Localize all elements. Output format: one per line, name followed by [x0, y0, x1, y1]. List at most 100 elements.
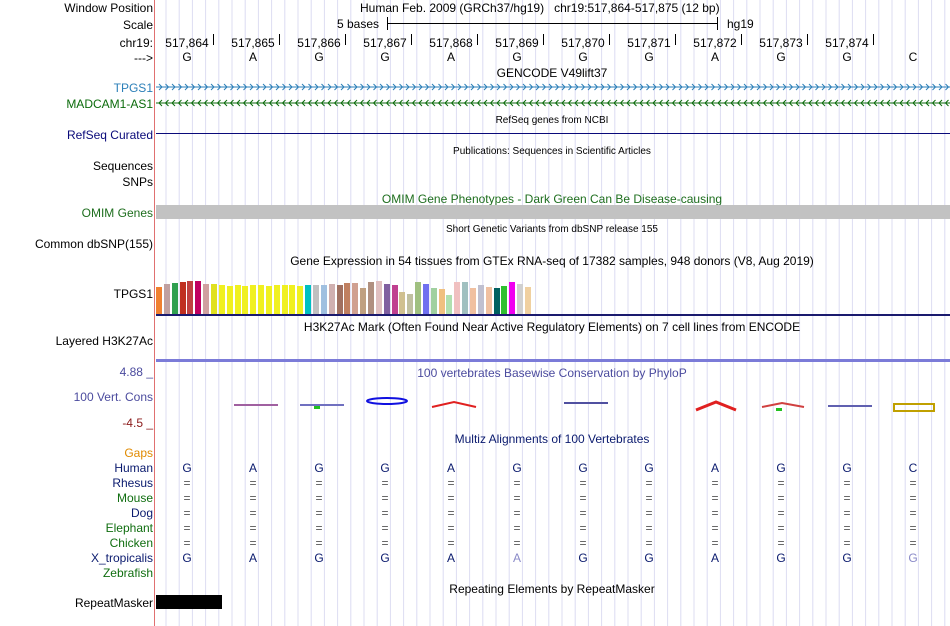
tpgs1-label[interactable]: TPGS1: [113, 81, 153, 95]
species-label[interactable]: Mouse: [116, 491, 153, 505]
gtex-tissue-bar[interactable]: [493, 288, 500, 315]
gtex-tissue-bar[interactable]: [360, 287, 367, 315]
repeat-element-block[interactable]: [156, 595, 222, 609]
gtex-tissue-bar[interactable]: [422, 283, 429, 315]
gtex-tissue-bar[interactable]: [367, 282, 374, 315]
strand-chevron: [633, 83, 638, 91]
strand-chevron: [366, 83, 371, 91]
gtex-tissue-bar[interactable]: [305, 284, 312, 315]
refseq-label[interactable]: RefSeq Curated: [66, 128, 153, 142]
gtex-tissue-bar[interactable]: [391, 284, 398, 315]
gtex-label[interactable]: TPGS1: [113, 287, 153, 301]
h3k27ac-label[interactable]: Layered H3K27Ac: [55, 334, 153, 348]
madcam1-as1-gene-track[interactable]: [156, 97, 950, 109]
tpgs1-gene-track[interactable]: [156, 81, 950, 93]
gtex-tissue-bar[interactable]: [517, 283, 524, 315]
ruler-base: G: [842, 50, 852, 64]
species-label[interactable]: Chicken: [109, 536, 153, 550]
cons-logo-track[interactable]: [156, 395, 950, 415]
gtex-tissue-bar[interactable]: [226, 285, 233, 315]
gtex-tissue-bar[interactable]: [210, 283, 217, 315]
strand-chevron: [613, 83, 618, 91]
strand-chevron: [912, 83, 917, 91]
omim-feature-bar[interactable]: [156, 205, 950, 219]
gtex-tissue-bar[interactable]: [281, 285, 288, 315]
gtex-tissue-bar[interactable]: [328, 283, 335, 315]
gtex-tissue-bar[interactable]: [195, 281, 202, 315]
strand-chevron: [763, 83, 768, 91]
gtex-tissue-bar[interactable]: [289, 284, 296, 315]
dbsnp-label[interactable]: Common dbSNP(155): [34, 237, 153, 251]
species-label[interactable]: Zebrafish: [102, 566, 153, 580]
strand-chevron: [938, 83, 943, 91]
gtex-tissue-bar[interactable]: [399, 291, 406, 315]
species-label[interactable]: Human: [114, 461, 153, 475]
cons-label[interactable]: 100 Vert. Cons: [73, 390, 153, 404]
strand-chevron: [594, 83, 599, 91]
gtex-tissue-bar[interactable]: [524, 287, 531, 315]
strand-chevron: [437, 99, 442, 107]
gtex-tissue-bar[interactable]: [352, 282, 359, 315]
gtex-tissue-bar[interactable]: [407, 294, 414, 315]
refseq-title: RefSeq genes from NCBI: [495, 115, 609, 126]
strand-chevron: [535, 83, 540, 91]
gtex-tissue-bar[interactable]: [171, 283, 178, 315]
gtex-tissue-bar[interactable]: [187, 281, 194, 315]
strand-chevron: [626, 83, 631, 91]
gtex-tissue-bar[interactable]: [375, 280, 382, 315]
alignment-base: =: [447, 536, 455, 550]
gtex-tissue-bar[interactable]: [485, 286, 492, 315]
gtex-tissue-bar[interactable]: [258, 284, 265, 315]
gaps-label[interactable]: Gaps: [124, 446, 153, 460]
gtex-tissue-bar[interactable]: [156, 286, 162, 315]
strand-chevron: [359, 99, 364, 107]
gtex-tissue-bar[interactable]: [415, 282, 422, 315]
gtex-tissue-bar[interactable]: [265, 285, 272, 315]
gtex-tissue-bar[interactable]: [234, 285, 241, 315]
gtex-tissue-bar[interactable]: [297, 285, 304, 315]
strand-chevron: [184, 83, 189, 91]
omim-label[interactable]: OMIM Genes: [81, 206, 153, 220]
gtex-tissue-bar[interactable]: [250, 285, 257, 315]
gtex-tissue-bar[interactable]: [344, 283, 351, 315]
strand-chevron: [360, 83, 365, 91]
gtex-tissue-bar[interactable]: [179, 282, 186, 315]
strand-chevron: [918, 99, 923, 107]
gtex-tissue-bar[interactable]: [273, 284, 280, 315]
gtex-tissue-bar[interactable]: [454, 282, 461, 315]
strand-chevron: [165, 83, 170, 91]
species-label[interactable]: Rhesus: [112, 476, 153, 490]
gtex-tissue-bar[interactable]: [242, 285, 249, 315]
alignment-base: =: [381, 476, 389, 490]
alignment-base: =: [909, 506, 917, 520]
strand-chevron: [821, 99, 826, 107]
gtex-tissue-bar[interactable]: [446, 294, 453, 315]
sequences-label[interactable]: Sequences: [92, 159, 153, 173]
gtex-tissue-bar[interactable]: [438, 288, 445, 315]
gtex-bar-chart[interactable]: [156, 268, 950, 315]
gtex-tissue-bar[interactable]: [203, 283, 210, 315]
gtex-tissue-bar[interactable]: [320, 285, 327, 315]
h3k27ac-signal-line[interactable]: [156, 359, 950, 362]
gtex-tissue-bar[interactable]: [218, 284, 225, 315]
gtex-tissue-bar[interactable]: [501, 286, 508, 315]
gtex-tissue-bar[interactable]: [462, 282, 469, 315]
strand-chevron: [268, 99, 273, 107]
snps-label[interactable]: SNPs: [122, 175, 153, 189]
gtex-tissue-bar[interactable]: [509, 281, 516, 315]
repeat-label[interactable]: RepeatMasker: [74, 596, 153, 610]
species-label[interactable]: X_tropicalis: [90, 551, 153, 565]
species-label[interactable]: Elephant: [105, 521, 153, 535]
gtex-tissue-bar[interactable]: [477, 284, 484, 315]
gtex-tissue-bar[interactable]: [163, 284, 170, 315]
gtex-tissue-bar[interactable]: [336, 284, 343, 315]
gtex-tissue-bar[interactable]: [430, 287, 437, 315]
strand-chevron: [178, 83, 183, 91]
gtex-tissue-bar[interactable]: [383, 283, 390, 315]
gtex-tissue-bar[interactable]: [313, 284, 319, 315]
madcam-label[interactable]: MADCAM1-AS1: [66, 97, 153, 111]
gtex-tissue-bar[interactable]: [470, 288, 476, 315]
species-label[interactable]: Dog: [130, 506, 153, 520]
refseq-gene-line[interactable]: [156, 133, 950, 134]
strand-chevron: [334, 83, 339, 91]
